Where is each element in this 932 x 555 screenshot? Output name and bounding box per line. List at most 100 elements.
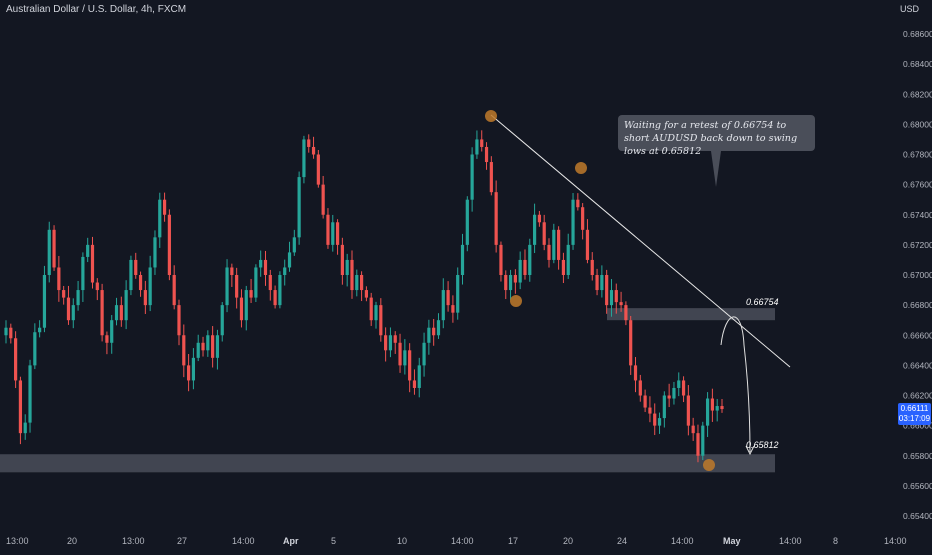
y-tick-label: 0.66200 bbox=[903, 391, 932, 401]
candle-body bbox=[307, 139, 311, 147]
candle-body bbox=[355, 275, 359, 291]
candle-body bbox=[273, 290, 277, 306]
y-tick-label: 0.66800 bbox=[903, 300, 932, 310]
candle-body bbox=[345, 259, 349, 275]
trend-line[interactable] bbox=[490, 114, 791, 368]
candle-body bbox=[528, 244, 532, 275]
candle-body bbox=[705, 398, 710, 426]
candle-body bbox=[110, 320, 114, 343]
candle-body bbox=[86, 244, 90, 257]
candle-body bbox=[576, 199, 580, 208]
candle-body bbox=[720, 406, 724, 410]
x-tick-label: 14:00 bbox=[779, 536, 802, 546]
candle-body bbox=[316, 154, 320, 185]
candle-body bbox=[518, 259, 522, 283]
candle-body bbox=[715, 406, 719, 411]
candle-body bbox=[648, 407, 652, 414]
candle-body bbox=[235, 275, 239, 298]
y-tick-label: 0.65400 bbox=[903, 511, 932, 521]
candle-body bbox=[633, 365, 638, 381]
candle-body bbox=[297, 177, 301, 238]
candle-body bbox=[292, 237, 296, 253]
support-resistance-zone[interactable] bbox=[607, 308, 775, 321]
candle-body bbox=[364, 290, 369, 298]
last-price: 0.66111 bbox=[900, 404, 929, 413]
candle-body bbox=[609, 290, 614, 306]
candle-body bbox=[667, 395, 671, 399]
candle-body bbox=[81, 256, 85, 291]
candle-body bbox=[326, 214, 330, 245]
candle-body bbox=[47, 229, 51, 275]
level-label: 0.66754 bbox=[746, 297, 779, 307]
candle-body bbox=[585, 229, 590, 260]
candle-body bbox=[278, 275, 282, 306]
candle-body bbox=[220, 305, 224, 336]
candle-body bbox=[369, 297, 373, 321]
candle-body bbox=[143, 290, 147, 306]
candle-body bbox=[76, 290, 80, 306]
candle-body bbox=[340, 244, 344, 275]
candle-body bbox=[311, 146, 316, 155]
candle-body bbox=[552, 229, 556, 260]
candle-body bbox=[499, 244, 503, 275]
candle-body bbox=[417, 365, 421, 388]
candle-body bbox=[42, 275, 47, 328]
y-tick-label: 0.67400 bbox=[903, 210, 932, 220]
candle-body bbox=[206, 335, 210, 351]
candle-body bbox=[187, 365, 191, 381]
candle-body bbox=[653, 413, 657, 426]
candle-body bbox=[638, 380, 642, 396]
candle-body bbox=[619, 302, 623, 306]
candle-body bbox=[359, 275, 364, 291]
swing-point-marker[interactable] bbox=[510, 295, 522, 307]
currency-label: USD bbox=[900, 4, 920, 14]
candle-body bbox=[480, 139, 484, 147]
y-tick-label: 0.68000 bbox=[903, 119, 932, 129]
candle-body bbox=[239, 297, 244, 321]
x-tick-label: 10 bbox=[397, 536, 407, 546]
candle-body bbox=[388, 335, 393, 351]
candle-body bbox=[177, 305, 181, 336]
swing-point-marker[interactable] bbox=[703, 459, 715, 471]
swing-point-marker[interactable] bbox=[575, 162, 587, 174]
chart-title: Australian Dollar / U.S. Dollar, 4h, FXC… bbox=[6, 4, 187, 15]
projection-arrowhead bbox=[745, 445, 755, 456]
candle-body bbox=[350, 259, 354, 291]
candle-body bbox=[422, 342, 426, 366]
swing-point-marker[interactable] bbox=[485, 110, 497, 122]
annotation-callout[interactable]: Waiting for a retest of 0.66754 to short… bbox=[618, 115, 815, 157]
candle-body bbox=[465, 199, 469, 245]
candle-body bbox=[508, 275, 513, 291]
x-tick-label: 14:00 bbox=[232, 536, 255, 546]
candle-body bbox=[196, 342, 200, 358]
candle-body bbox=[513, 275, 517, 283]
candle-body bbox=[100, 290, 104, 336]
candle-body bbox=[595, 275, 599, 291]
candle-body bbox=[629, 320, 633, 366]
projection-path[interactable] bbox=[720, 316, 751, 453]
x-tick-label: 5 bbox=[331, 536, 336, 546]
candle-body bbox=[484, 146, 489, 163]
candle-body bbox=[393, 335, 397, 343]
candle-body bbox=[384, 335, 388, 351]
y-tick-label: 0.66400 bbox=[903, 360, 932, 370]
candle-body bbox=[446, 290, 450, 306]
candle-body bbox=[681, 380, 686, 396]
candle-body bbox=[537, 214, 541, 223]
candle-body bbox=[225, 267, 229, 306]
candle-body bbox=[614, 290, 618, 303]
candle-body bbox=[456, 275, 460, 313]
support-resistance-zone[interactable] bbox=[0, 454, 775, 473]
x-tick-label: 20 bbox=[563, 536, 573, 546]
x-tick-label: 17 bbox=[508, 536, 518, 546]
candle-body bbox=[119, 305, 123, 321]
candle-body bbox=[95, 282, 99, 291]
candle-body bbox=[4, 327, 8, 336]
candle-body bbox=[62, 290, 66, 298]
candle-body bbox=[542, 222, 546, 245]
candle-body bbox=[335, 222, 340, 245]
candle-body bbox=[201, 342, 205, 351]
candle-body bbox=[230, 267, 234, 275]
